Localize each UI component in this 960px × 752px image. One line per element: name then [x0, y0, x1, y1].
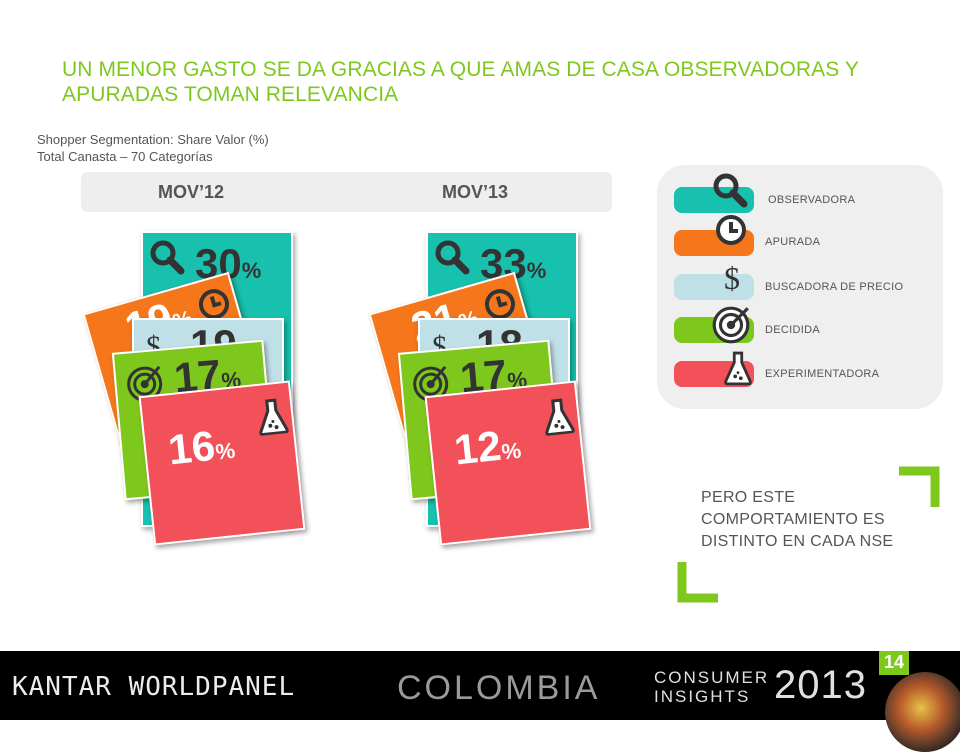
- search-icon: [435, 240, 470, 275]
- card-apurada-mov13: 21%: [368, 271, 556, 457]
- value-experimentadora-mov12: 16%: [165, 421, 237, 474]
- note-text: PERO ESTE COMPORTAMIENTO ES DISTINTO EN …: [701, 489, 894, 550]
- flask-icon: [259, 398, 289, 436]
- legend-swatch-buscadora: [674, 274, 754, 300]
- card-experimentadora-mov13: 12%: [424, 380, 592, 546]
- flask-icon: [724, 351, 752, 386]
- chart-subtitle: Shopper Segmentation: Share Valor (%) To…: [37, 131, 269, 165]
- legend-label-apurada: APURADA: [765, 236, 821, 248]
- legend-label-decidida: DECIDIDA: [765, 324, 820, 336]
- brand-logo: KANTAR WORLDPANEL: [12, 672, 296, 702]
- year-label: 2013: [774, 663, 867, 707]
- page-number: 14: [879, 651, 909, 675]
- ci-line-2: INSIGHTS: [654, 687, 751, 706]
- page-title: UN MENOR GASTO SE DA GRACIAS A QUE AMAS …: [62, 58, 859, 106]
- dollar-icon: $: [724, 260, 740, 296]
- period-label-mov12: MOV’12: [158, 182, 225, 202]
- subtitle-line-2: Total Canasta – 70 Categorías: [37, 149, 213, 164]
- corner-bracket-top-icon: [899, 466, 940, 507]
- value-experimentadora-mov13: 12%: [451, 421, 523, 474]
- clock-icon: [198, 289, 229, 320]
- card-apurada-mov12: 19%: [82, 271, 270, 457]
- search-icon: [150, 240, 185, 275]
- card-experimentadora-mov12: 16%: [138, 380, 306, 546]
- country-label: COLOMBIA: [397, 669, 601, 707]
- corner-bracket-bottom-icon: [677, 562, 718, 603]
- flask-icon: [545, 398, 575, 436]
- legend-label-observadora: OBSERVADORA: [768, 194, 856, 206]
- search-icon: [713, 173, 748, 208]
- ci-line-1: CONSUMER: [654, 668, 770, 687]
- legend-label-buscadora: BUSCADORA DE PRECIO: [765, 281, 904, 293]
- target-icon: [712, 306, 750, 344]
- value-observadora-mov12: 30%: [195, 240, 262, 287]
- subtitle-line-1: Shopper Segmentation: Share Valor (%): [37, 132, 269, 147]
- footer-bar: [0, 651, 960, 720]
- period-header-bar: [81, 172, 612, 212]
- globe-image: [885, 672, 960, 752]
- consumer-insights-label: CONSUMER INSIGHTS: [654, 668, 769, 706]
- legend-label-experimentadora: EXPERIMENTADORA: [765, 368, 880, 380]
- period-label-mov13: MOV’13: [442, 182, 509, 202]
- clock-icon: [484, 289, 515, 320]
- clock-icon: [716, 215, 746, 245]
